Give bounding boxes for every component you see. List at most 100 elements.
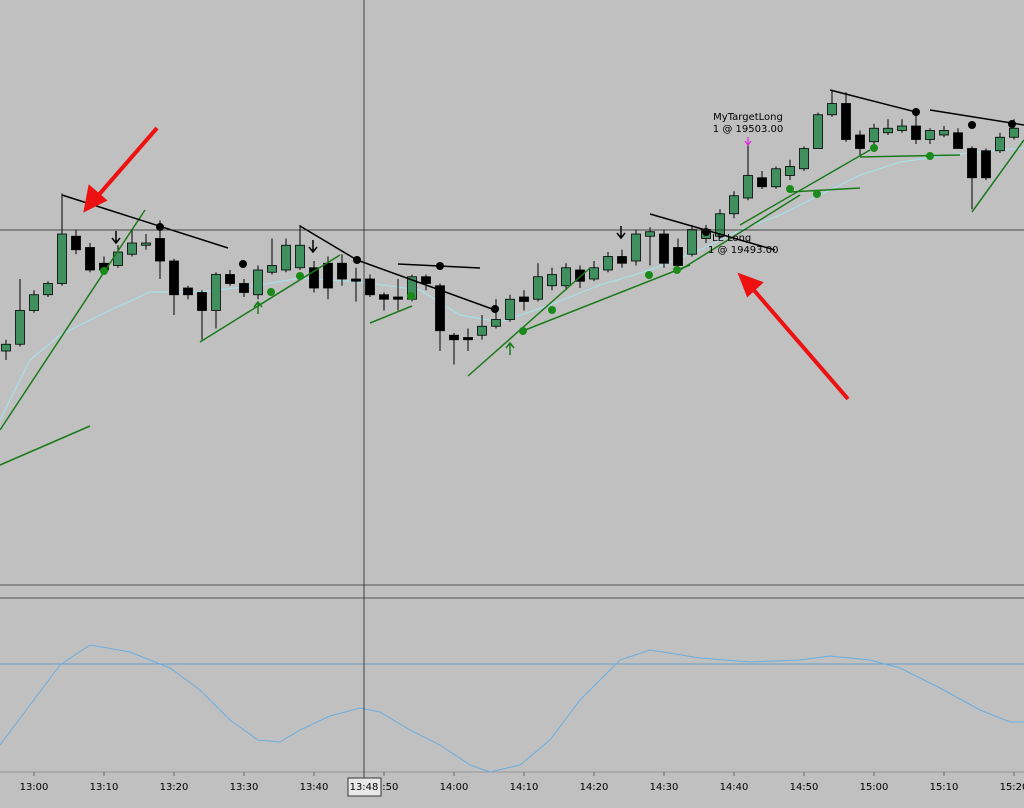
annotation: 1 @ 19493.00 <box>708 245 778 256</box>
x-tick-label: 13:00 <box>20 782 49 793</box>
candle-body <box>225 274 235 284</box>
candle-body <box>435 285 445 332</box>
overlays <box>0 89 1024 466</box>
layout <box>0 147 1024 773</box>
candle-body <box>365 278 375 296</box>
candle-body <box>127 242 137 255</box>
candle-body <box>57 233 67 284</box>
candle-body <box>687 229 697 255</box>
candle-body <box>1009 127 1019 138</box>
crosshair-label-box <box>347 777 382 797</box>
black-dots <box>156 108 1016 313</box>
target-marker <box>744 137 752 146</box>
candle-body <box>183 287 193 296</box>
candle-body <box>757 177 767 188</box>
candle-body <box>813 114 823 149</box>
candle-body <box>743 175 753 199</box>
candle-body <box>967 148 977 179</box>
candle-body <box>911 125 921 140</box>
candle-body <box>477 325 487 336</box>
x-tick-label: 14:50 <box>790 782 819 793</box>
green-trendlines <box>0 139 1024 466</box>
candle-body <box>953 132 963 149</box>
candle-body <box>939 130 949 136</box>
candle-body <box>547 274 557 287</box>
x-tick-label: 13:20 <box>160 782 189 793</box>
candle-body <box>855 134 865 149</box>
x-tick-label: 13:50 <box>370 782 399 793</box>
candle-body <box>589 267 599 280</box>
candle-body <box>505 298 515 320</box>
candle-body <box>239 283 249 293</box>
candle-body <box>393 296 403 300</box>
candle-body <box>799 148 809 170</box>
candle-body <box>197 292 207 311</box>
candle-body <box>323 262 333 289</box>
candles <box>1 90 1019 365</box>
down-arrows <box>111 226 626 254</box>
black-trendlines <box>61 89 1024 311</box>
candle-body <box>869 127 879 143</box>
candle-body <box>141 242 151 246</box>
candle-body <box>715 213 725 237</box>
candle-body <box>309 267 319 289</box>
x-tick-label: 13:30 <box>230 782 259 793</box>
x-tick-label: 14:10 <box>510 782 539 793</box>
candle-body <box>533 276 543 300</box>
red-arrows <box>83 126 850 401</box>
annotation: MyTargetLong <box>713 112 783 123</box>
candle-body <box>981 150 991 179</box>
candle-body <box>995 136 1005 152</box>
candle-body <box>379 294 389 300</box>
candle-body <box>71 235 81 251</box>
x-tick-label: 14:20 <box>580 782 609 793</box>
x-tick-label: 14:00 <box>440 782 469 793</box>
crosshair-label: 13:48 <box>350 782 379 793</box>
green-dots <box>100 144 934 335</box>
candle-body <box>253 269 263 296</box>
candle-body <box>673 247 683 266</box>
candle-body <box>925 130 935 140</box>
candle-body <box>29 294 39 311</box>
candle-body <box>645 231 655 237</box>
annotation: 1 @ 19503.00 <box>713 124 783 135</box>
candle-body <box>771 168 781 188</box>
candle-body <box>729 195 739 215</box>
x-tick-label: 15:10 <box>930 782 959 793</box>
candle-body <box>281 244 291 271</box>
candle-body <box>603 256 613 271</box>
candle-body <box>211 274 221 311</box>
candle-body <box>617 256 627 264</box>
candle-body <box>491 319 501 327</box>
x-tick-label: 13:40 <box>300 782 329 793</box>
candle-body <box>1 343 11 352</box>
candle-body <box>169 260 179 296</box>
candle-body <box>113 251 123 266</box>
candle-body <box>631 233 641 262</box>
candle-body <box>575 269 585 282</box>
candle-body <box>519 296 529 302</box>
candle-body <box>85 247 95 271</box>
candle-body <box>883 127 893 134</box>
candle-body <box>897 125 907 131</box>
candle-body <box>449 334 459 341</box>
candle-body <box>841 103 851 140</box>
annotations: MyTargetLong 1 @ 19503.00 LE Long 1 @ 19… <box>708 112 783 256</box>
candle-body <box>561 267 571 287</box>
moving-average <box>0 147 1024 421</box>
up-arrows <box>253 300 515 355</box>
candle-body <box>295 244 305 269</box>
candle-body <box>267 265 277 273</box>
candle-body <box>155 238 165 262</box>
x-axis: 13:00 13:10 13:20 13:30 13:40 13:50 14:00 14:10… <box>20 772 1024 793</box>
candle-body <box>827 103 837 116</box>
x-tick-label: 14:30 <box>650 782 679 793</box>
candle-body <box>337 262 347 280</box>
candle-body <box>463 337 473 341</box>
candle-body <box>15 310 25 345</box>
x-tick-label: 15:00 <box>860 782 889 793</box>
x-tick-label: 15:20 <box>1000 782 1024 793</box>
oscillator <box>0 644 1024 773</box>
candle-body <box>785 166 795 176</box>
